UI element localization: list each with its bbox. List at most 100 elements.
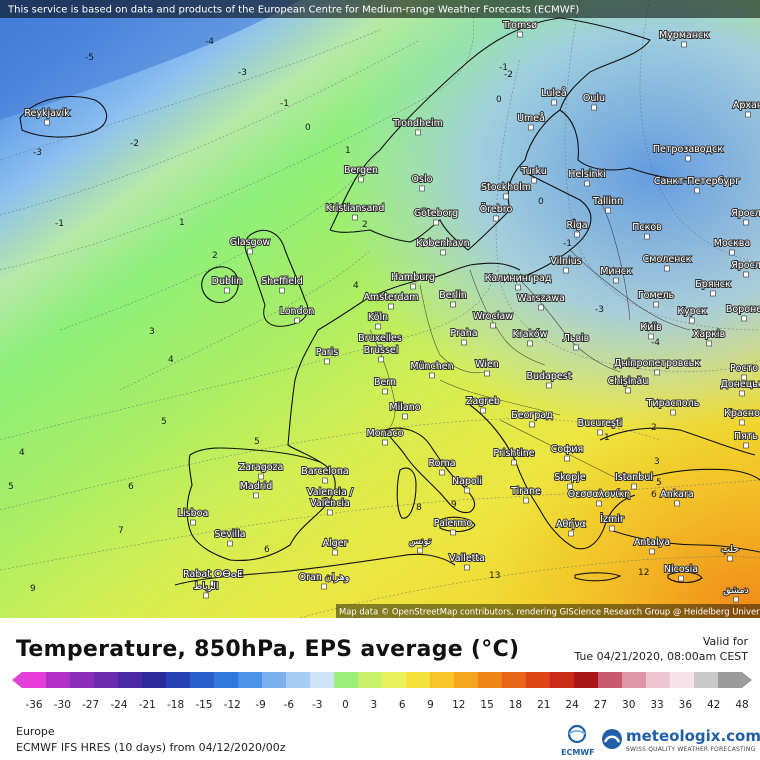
city-marker: Monaco [366,427,405,446]
scale-tick-label: -24 [110,699,127,711]
city-name: Antalya [634,537,670,548]
scale-tick-label: -3 [312,699,322,711]
scale-swatch [454,672,479,688]
city-name: Turku [520,166,547,177]
city-marker: Riga [565,219,589,238]
city-marker: Umeå [516,112,546,131]
city-marker: Bucureşti [577,417,623,436]
city-marker: Kraków [512,328,549,347]
city-marker: Glasgow [229,236,271,255]
city-name: Псков [632,222,662,233]
city-name: Яросл [731,208,760,219]
scale-tick-label: 3 [370,699,377,711]
isotherm-label: -2 [130,139,139,149]
isotherm-label: -5 [85,53,94,63]
city-marker: Napoli [451,475,483,494]
scale-min-arrow [12,672,22,688]
scale-tick-label: 27 [594,699,607,711]
city-marker: Valencia / [306,486,355,505]
region-label: Europe [16,725,55,738]
city-name: Paris [316,347,339,358]
city-marker: London [279,305,315,324]
city-name: Гомель [638,290,675,301]
scale-swatch [190,672,215,688]
city-name: Красно [724,408,760,419]
scale-tick-label: 30 [622,699,635,711]
scale-tick-label: 21 [537,699,550,711]
isotherm-label: 6 [128,482,134,492]
city-marker: Lisboa [177,507,209,526]
city-marker: Донецьк [719,378,760,397]
city-name: Madrid [240,481,273,492]
city-name: دمشق [723,585,749,596]
city-name: Вороне [726,304,760,315]
isotherm-label: -4 [205,37,214,47]
scale-tick-label: -6 [284,699,295,711]
isotherm-label: -3 [33,148,42,158]
city-name: Kristiansand [326,203,385,214]
isotherm-label: 1 [179,218,185,228]
city-marker: Москва [713,237,751,256]
city-marker: Пять [733,430,759,449]
city-marker: Петрозаводск [652,143,724,162]
city-name: Санкт-Петербург [654,176,740,187]
city-marker: Kristiansand [325,202,385,221]
isotherm-label: -1 [280,99,289,109]
city-name: Milano [389,402,420,413]
city-marker: Αθήνα [555,518,587,537]
city-marker: Rabat ⵔⴱⴰⵟ [182,568,244,587]
city-marker: Tromsø [501,19,538,38]
city-name: Berlin [439,290,467,301]
isotherm-label: -2 [504,70,513,80]
city-name: Valletta [449,553,485,564]
city-name: Пять [734,431,758,442]
city-marker: Prishtine [492,447,536,466]
city-marker: Вороне [725,303,760,322]
city-marker: Skopje [553,471,587,490]
city-marker: Zaragoza [238,461,284,480]
city-marker: Львів [562,332,591,351]
isotherm-label: 5 [161,417,167,427]
city-name: Oulu [583,93,605,104]
city-name: Palermo [434,518,473,529]
city-marker: Wrocław [472,310,514,329]
city-name: Bucureşti [578,418,623,429]
city-name: Θεσσαλονίκη [568,489,631,500]
city-name: Reykjavík [24,108,70,119]
city-marker: İzmir [599,513,625,532]
city-name: Valencia / [307,487,354,498]
city-name: Rabat ⵔⴱⴰⵟ [183,569,243,580]
city-name: Amsterdam [363,292,418,303]
city-name: Tromsø [502,20,537,31]
city-name: Zagreb [466,396,500,407]
isotherm-label: -1 [499,63,508,73]
city-name: Тирасполь [646,398,700,409]
city-marker: Praha [449,327,479,346]
city-marker: Смоленск [642,253,693,272]
isotherm-label: 12 [638,568,649,578]
city-marker: Trondheim [391,117,444,136]
isotherm-label: 5 [656,478,662,488]
city-name: Glasgow [230,237,271,248]
city-name: Минск [600,266,632,277]
city-name: Luleå [541,88,566,99]
city-name: Örebro [480,204,513,215]
city-marker: Bergen [343,164,379,183]
city-name: Budapest [527,371,572,382]
scale-tick-label: 18 [509,699,522,711]
city-name: Göteborg [414,208,458,219]
city-name: Sheffield [261,276,303,287]
isotherm-label: 5 [8,482,14,492]
scale-tick-label: -9 [255,699,265,711]
city-marker: Warszawa [516,292,566,311]
scale-swatch [286,672,311,688]
city-name: Tallinn [592,196,623,207]
scale-swatch [526,672,551,688]
city-marker: València [309,497,351,516]
isotherm-label: 4 [353,281,359,291]
city-marker: Минск [599,265,633,284]
city-marker: Nicosia [663,563,699,582]
city-marker: Росто [729,362,759,381]
